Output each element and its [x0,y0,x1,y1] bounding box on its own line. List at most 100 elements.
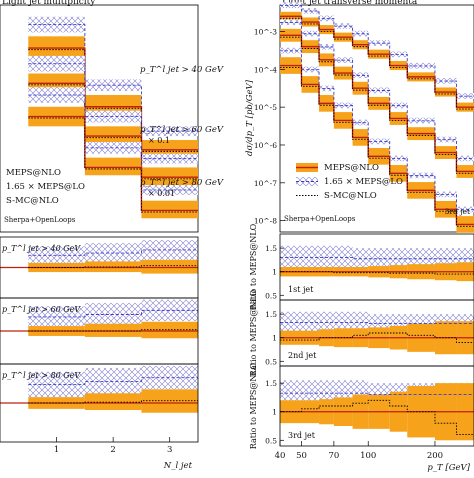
right-series-2 [280,47,474,233]
ratio-y-tick-label: 0.5 [265,291,277,300]
left-main-frame [0,4,199,233]
nlo-band-bin [141,200,198,219]
left-ratio-panel-2: p_T^l jet > 80 GeV [0,363,199,443]
ratio-lo-band [28,299,198,328]
lo-line [280,21,474,160]
nlo-line [28,47,198,151]
left-series-2 [28,87,198,219]
right-y-axis: 10^-3 10^-4 10^-5 10^-6 10^-7 10^-8 dσ/dp_T [p… [245,27,285,226]
right-chart-title: Light jet transverse momenta [282,0,418,7]
ratio-nlo-band-bin [84,393,142,411]
ratio-lo-band-bin [28,306,85,328]
left-legend-entry-1: 1.65 × MEPS@LO [6,182,85,192]
right-legend-entry-0: MEPS@NLO [324,163,379,173]
ratio-lo-line [280,257,474,260]
left-legend-entry-0: MEPS@NLO [6,168,61,178]
right-y-tick-label: 10^-3 [254,27,277,36]
right-series-1 [280,19,474,178]
ratio-lo-band-bin [141,299,198,322]
right-ratio-panel-1: 0.5 1 1.5 2nd jet Ratio to MEPS@NLO [249,289,474,376]
left-x-tick-label: 1 [54,445,59,455]
right-y-tick-label: 10^-4 [254,65,277,74]
lo-hatch-band-bin [333,23,353,29]
left-x-tick-label: 2 [110,445,115,455]
ratio-y-tick-label: 1.5 [265,310,277,319]
ratio-lo-line [280,321,474,325]
smc-line [28,84,198,180]
lo-line [280,4,474,97]
ratio-lo-line [28,309,198,318]
right-series-0 [280,2,474,112]
ratio-y-tick-label: 1 [272,268,277,277]
cut-label-2: p_T^l jet > 80 GeV [140,178,224,188]
ratio-smc-line [280,399,474,436]
ratio-lo-band-bin [333,245,353,270]
right-y-tick-label: 10^-8 [254,217,277,226]
lo-hatch-band-bin [333,102,353,109]
ratio-lo-band-bin [333,311,353,333]
lo-hatch-band-bin [28,87,85,103]
left-generator-label: Sherpa+OpenLoops [4,216,76,224]
left-main-panel: Light jet multiplicity p_T^l jet > 40 GeV… [0,0,224,233]
ratio-smc-line [28,329,198,332]
ratio-smc-line [28,265,198,268]
right-generator-label: Sherpa+OpenLoops [284,215,356,223]
right-ratio-panel-0: 0.5 1 1.5 1st jet Ratio to MEPS@NLO [249,223,474,310]
right-y-label: dσ/dp_T [pb/GeV] [245,79,255,156]
ratio-y-label: Ratio to MEPS@NLO [249,223,258,310]
right-x-tick-label: 200 [427,451,443,461]
lo-hatch-band-bin [368,138,390,145]
lo-hatch-band-bin [352,72,369,79]
right-ratio-panel-2: 0.5 1 1.5 3rd jet Ratio to MEPS@NLO [249,362,474,449]
ratio-lo-band-bin [141,365,198,390]
right-main-frame [279,4,474,233]
ratio-lo-band-bin [28,246,85,265]
left-x-tick-label: 3 [167,445,172,455]
right-x-label: p_T [GeV] [427,463,470,473]
left-x-label: N_l jet [163,461,193,471]
ratio-y-label: Ratio to MEPS@NLO [249,362,258,449]
ratio-lo-band-bin [389,248,408,270]
nlo-line [28,115,198,212]
cut-label-1: p_T^l jet > 60 GeV [140,125,224,135]
ratio-frame [0,363,199,443]
cut-scale-2: × 0.01 [148,189,175,198]
ratio-smc-line [280,271,474,275]
cut-scale-1: × 0.1 [148,136,170,145]
right-y-tick-label: 10^-5 [254,103,277,112]
right-y-tick-label: 10^-7 [254,179,277,188]
smc-line [280,17,474,110]
ratio-nlo-band-bin [141,259,198,274]
lo-hatch-band-bin [434,191,457,198]
ratio-nlo-band-bin [141,389,198,413]
nlo-band-bin [84,157,142,176]
ratio-y-tick-label: 0.5 [265,436,277,445]
right-legend-entry-2: S-MC@NLO [324,191,377,201]
ratio-y-tick-label: 0.5 [265,357,277,366]
ratio-label: p_T^l jet > 60 GeV [2,305,81,314]
left-ratio-panel-1: p_T^l jet > 60 GeV [0,297,199,365]
right-x-tick-label: 100 [360,451,376,461]
ratio-y-tick-label: 1 [272,334,277,343]
lo-hatch-band [280,47,474,213]
lo-hatch-band-bin [141,126,198,137]
lo-hatch-band-bin [28,55,85,72]
nlo-band [280,11,474,112]
left-legend-entry-2: S-MC@NLO [6,196,59,206]
ratio-label: p_T^l jet > 80 GeV [2,371,81,380]
smc-line [280,66,474,227]
right-x-tick-label: 50 [296,451,307,461]
right-legend-entry-1: 1.65 × MEPS@LO [324,177,403,187]
nlo-band [280,57,474,233]
ratio-lo-line [28,377,198,385]
ratio-y-label: Ratio to MEPS@NLO [249,289,258,376]
smc-line [28,117,198,213]
right-x-tick-label: 70 [328,451,339,461]
ratio-y-tick-label: 1 [272,408,277,417]
nlo-line [28,82,198,178]
nlo-line [280,64,474,226]
ratio-label: 3rd jet [288,431,316,440]
ratio-lo-line [28,249,198,256]
